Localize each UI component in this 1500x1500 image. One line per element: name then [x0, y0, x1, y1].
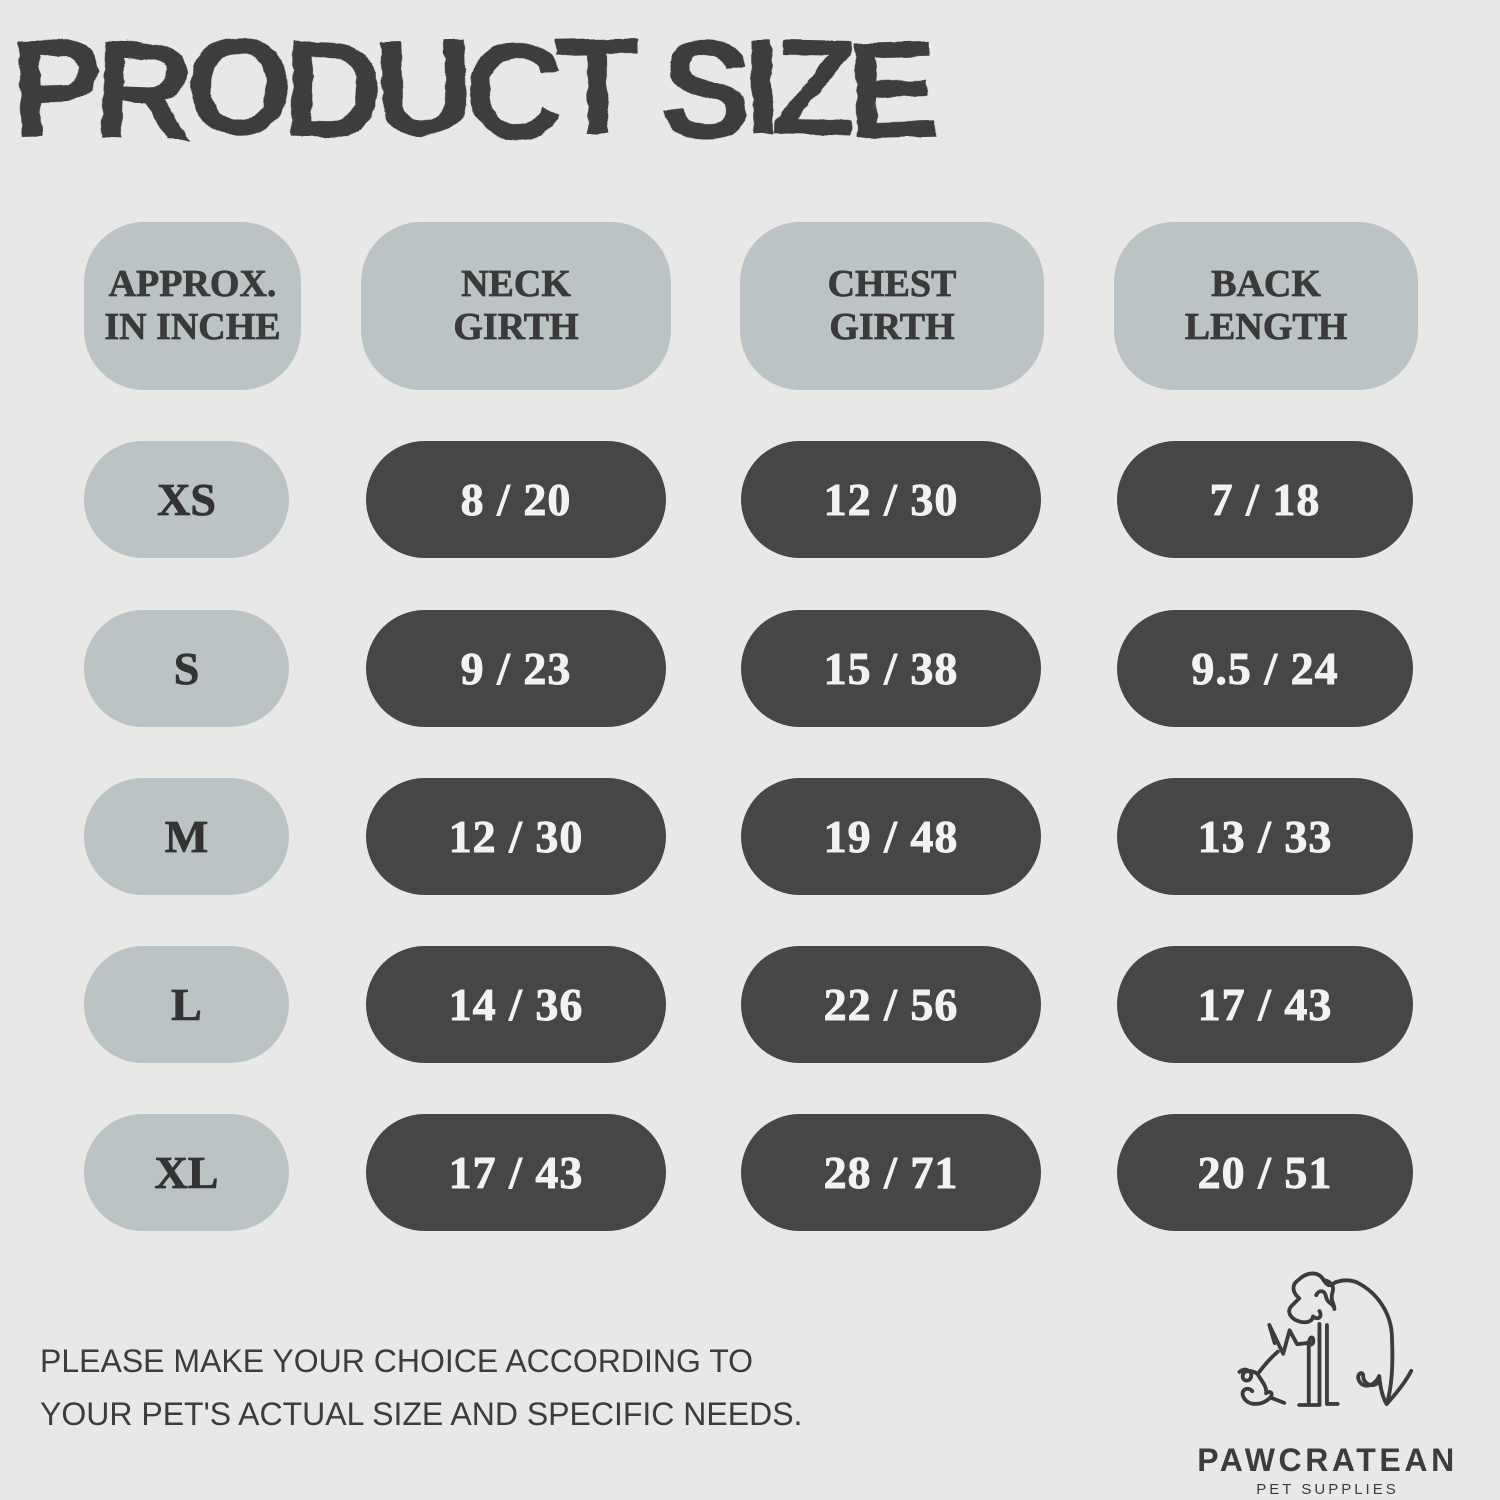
svg-text:U: U	[371, 8, 475, 165]
svg-text:O: O	[182, 8, 293, 164]
svg-text:T: T	[552, 8, 640, 164]
svg-text:D: D	[280, 11, 383, 167]
svg-text:C: C	[461, 12, 565, 169]
svg-text:R: R	[90, 11, 196, 169]
svg-text:E: E	[844, 11, 940, 168]
svg-text:S: S	[657, 11, 754, 168]
